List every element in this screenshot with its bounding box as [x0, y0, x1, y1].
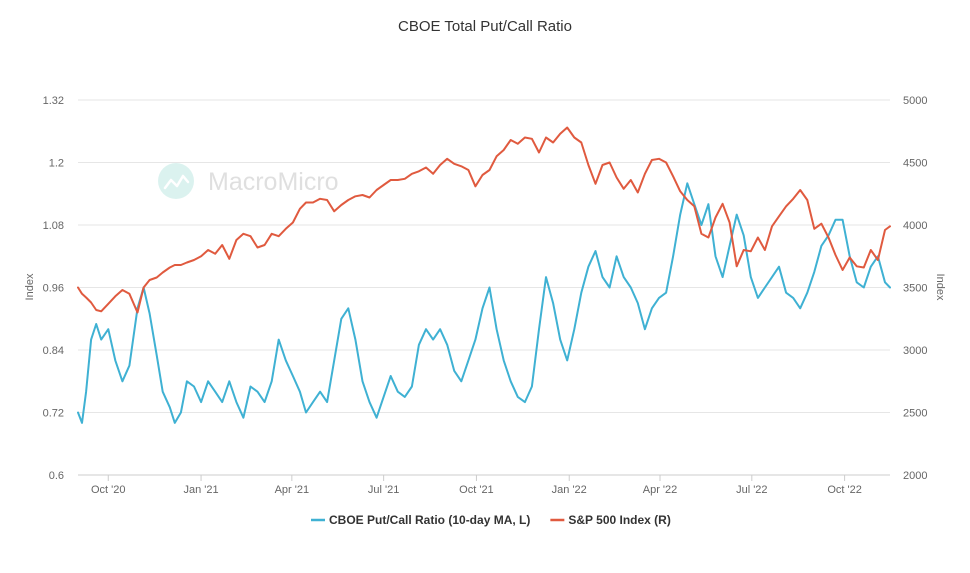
x-tick-label: Jan '22	[552, 484, 587, 496]
y-right-tick-label: 2000	[903, 470, 927, 482]
watermark-logo-mark	[163, 174, 190, 190]
chart-title: CBOE Total Put/Call Ratio	[398, 18, 572, 35]
x-tick-label: Oct '22	[827, 484, 862, 496]
legend: CBOE Put/Call Ratio (10-day MA, L) S&P 50…	[311, 513, 671, 527]
watermark-text: MacroMicro	[208, 168, 339, 196]
y-right-tick-label: 4000	[903, 220, 927, 232]
y-left-tick-label: 0.96	[43, 283, 64, 295]
y-right-tick-label: 3500	[903, 283, 927, 295]
x-tick-label: Apr '21	[275, 484, 310, 496]
x-tick-label: Apr '22	[643, 484, 678, 496]
y-left-tick-label: 1.32	[43, 95, 64, 107]
x-tick-label: Jul '21	[368, 484, 399, 496]
y-right-tick-label: 2500	[903, 408, 927, 420]
legend-label: S&P 500 Index (R)	[568, 513, 670, 527]
legend-item[interactable]: S&P 500 Index (R)	[550, 513, 671, 527]
y-left-tick-label: 1.08	[43, 220, 64, 232]
x-tick-label: Jul '22	[736, 484, 767, 496]
y-left-tick-label: 0.72	[43, 408, 64, 420]
x-tick-label: Oct '21	[459, 484, 494, 496]
y-left-tick-label: 1.2	[49, 158, 64, 170]
series-line-sp500	[77, 126, 891, 314]
y-right-tick-label: 4500	[903, 158, 927, 170]
series-layer	[77, 126, 891, 424]
series-line-put-call-ratio	[77, 182, 891, 424]
y-axis-right-label: Index	[934, 274, 946, 301]
y-right-tick-label: 3000	[903, 345, 927, 357]
y-right-tick-label: 5000	[903, 95, 927, 107]
legend-label: CBOE Put/Call Ratio (10-day MA, L)	[329, 513, 530, 527]
x-tick-label: Jan '21	[183, 484, 218, 496]
y-left-tick-label: 0.6	[49, 470, 64, 482]
watermark: MacroMicro	[158, 163, 339, 199]
watermark-logo-icon	[158, 163, 194, 199]
y-axis-left-label: Index	[24, 273, 36, 300]
grid-layer	[78, 99, 890, 476]
axis-layer: 0.6 0.72 0.84 0.96 1.08 1.2 1.32 2000 2500 3000 35…	[43, 95, 928, 496]
y-left-tick-label: 0.84	[43, 345, 64, 357]
legend-item[interactable]: CBOE Put/Call Ratio (10-day MA, L)	[311, 513, 530, 527]
x-tick-label: Oct '20	[91, 484, 126, 496]
